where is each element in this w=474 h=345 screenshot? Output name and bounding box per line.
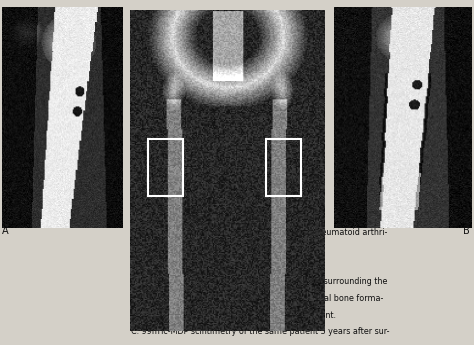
Text: A.  Two days after surgery.: A. Two days after surgery. <box>131 261 237 270</box>
Text: tis.: tis. <box>131 244 143 253</box>
Text: femoral component, the endosteal and periosteal bone forma-: femoral component, the endosteal and per… <box>131 294 383 303</box>
Text: B: B <box>463 226 469 236</box>
Bar <box>266 139 301 196</box>
Text: A: A <box>2 226 9 236</box>
Text: Figure 2. Case 12. A 38-year-old woman with rheumatoid arthri-: Figure 2. Case 12. A 38-year-old woman w… <box>131 228 388 237</box>
Bar <box>148 139 183 196</box>
Text: tion at the tip, and the varus tilt of the component.: tion at the tip, and the varus tilt of t… <box>131 310 336 319</box>
Text: C. 99mTc-MDP scintimetry of the same patient 3 years after sur-: C. 99mTc-MDP scintimetry of the same pat… <box>131 327 390 336</box>
Text: B.  Three years later. Note the radiolucent lines surrounding the: B. Three years later. Note the radioluce… <box>131 277 388 286</box>
Text: C: C <box>131 217 138 227</box>
